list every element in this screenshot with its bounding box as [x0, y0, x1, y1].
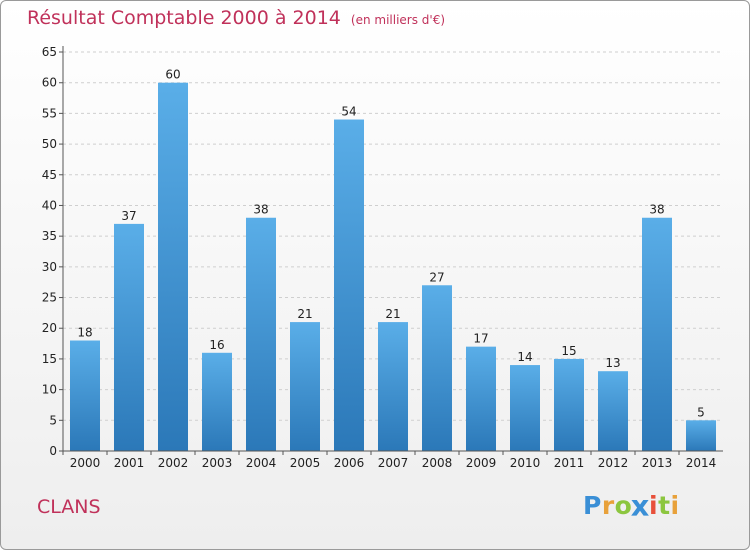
- x-tick-label-2009: 2009: [466, 456, 497, 470]
- commune-name: CLANS: [37, 496, 101, 518]
- y-tick-label: 35: [42, 229, 57, 243]
- x-tick-label-2012: 2012: [598, 456, 629, 470]
- logo-letter: i: [670, 491, 680, 520]
- x-tick-label-2013: 2013: [642, 456, 673, 470]
- y-tick-label: 65: [42, 45, 57, 59]
- bar-2009: [466, 346, 496, 451]
- y-tick-label: 60: [42, 76, 57, 90]
- data-label-2014: 5: [697, 405, 705, 419]
- proxiti-logo: Proxiti: [583, 488, 680, 523]
- data-label-2010: 14: [517, 350, 532, 364]
- x-tick-label-2001: 2001: [114, 456, 145, 470]
- x-tick-label-2005: 2005: [290, 456, 321, 470]
- bar-2010: [510, 365, 540, 451]
- y-tick-label: 20: [42, 321, 57, 335]
- y-tick-label: 40: [42, 198, 57, 212]
- bar-2013: [642, 217, 672, 451]
- logo-letter: P: [583, 491, 602, 520]
- x-tick-label-2000: 2000: [70, 456, 101, 470]
- data-label-2005: 21: [297, 307, 312, 321]
- data-label-2013: 38: [649, 203, 664, 217]
- x-tick-label-2008: 2008: [422, 456, 453, 470]
- bar-2001: [114, 223, 144, 451]
- bar-2000: [70, 340, 100, 451]
- y-tick-label: 10: [42, 383, 57, 397]
- x-tick-label-2006: 2006: [334, 456, 365, 470]
- bar-2011: [554, 358, 584, 451]
- logo-letter: r: [601, 491, 615, 520]
- data-label-2003: 16: [209, 338, 224, 352]
- bar-2008: [422, 285, 452, 451]
- y-tick-label: 50: [42, 137, 57, 151]
- bar-2007: [378, 322, 408, 451]
- bar-2003: [202, 352, 232, 451]
- data-label-2007: 21: [385, 307, 400, 321]
- bar-2014: [686, 420, 716, 451]
- x-tick-label-2011: 2011: [554, 456, 585, 470]
- bar-2005: [290, 322, 320, 451]
- logo-letter: t: [658, 491, 671, 520]
- logo-letter: o: [614, 491, 633, 520]
- data-label-2011: 15: [561, 344, 576, 358]
- data-label-2004: 38: [253, 203, 268, 217]
- data-label-2009: 17: [473, 332, 488, 346]
- y-tick-label: 0: [49, 444, 57, 458]
- y-tick-label: 30: [42, 260, 57, 274]
- data-label-2006: 54: [341, 105, 356, 119]
- bar-2002: [158, 82, 188, 451]
- x-tick-label-2007: 2007: [378, 456, 409, 470]
- y-tick-label: 45: [42, 168, 57, 182]
- x-tick-label-2003: 2003: [202, 456, 233, 470]
- chart-title: Résultat Comptable 2000 à 2014 (en millie…: [27, 7, 445, 29]
- bar-2012: [598, 371, 628, 451]
- x-tick-label-2002: 2002: [158, 456, 189, 470]
- data-label-2001: 37: [121, 209, 136, 223]
- y-tick-label: 55: [42, 106, 57, 120]
- data-label-2012: 13: [605, 356, 620, 370]
- x-tick-label-2014: 2014: [686, 456, 717, 470]
- y-tick-label: 15: [42, 352, 57, 366]
- chart-title-text: Résultat Comptable 2000 à 2014: [27, 7, 341, 29]
- logo-letter: x: [631, 488, 651, 523]
- data-label-2008: 27: [429, 270, 444, 284]
- y-tick-label: 25: [42, 291, 57, 305]
- bar-2006: [334, 119, 364, 452]
- logo-letter: i: [649, 491, 659, 520]
- bar-2004: [246, 217, 276, 451]
- chart-subtitle: (en milliers d'€): [350, 13, 446, 27]
- data-label-2000: 18: [77, 326, 92, 340]
- x-tick-label-2010: 2010: [510, 456, 541, 470]
- x-tick-label-2004: 2004: [246, 456, 277, 470]
- data-label-2002: 60: [165, 68, 180, 82]
- y-tick-label: 5: [49, 413, 57, 427]
